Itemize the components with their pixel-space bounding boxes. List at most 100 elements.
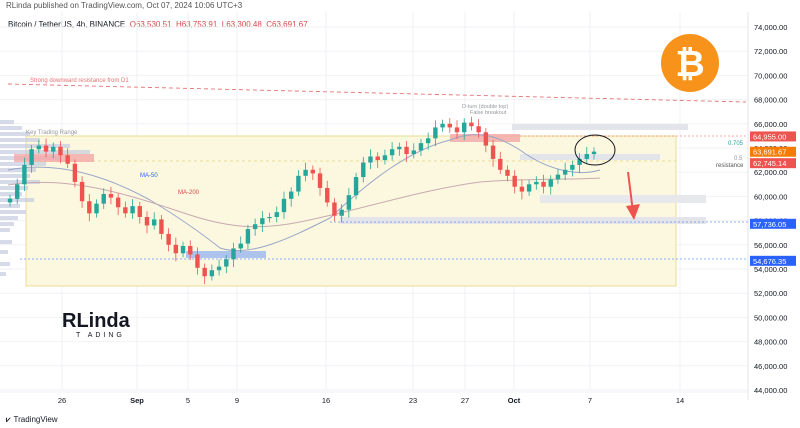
price-label-box [750, 131, 796, 142]
bitcoin-icon: ₿ [661, 34, 719, 92]
price-label-text: 64,955.00 [753, 132, 786, 141]
candle-body [317, 173, 323, 188]
support-zone[interactable] [186, 251, 266, 258]
ohlc-low: L63,300.48 [221, 20, 262, 29]
fib-05-label: 0.5 [734, 156, 743, 162]
candle-body [43, 145, 49, 152]
candle-body [440, 123, 445, 128]
price-tick-label: 72,000.00 [754, 47, 787, 56]
candle-body [433, 127, 438, 139]
price-tick-label: 44,000.00 [754, 386, 787, 395]
candle-body [361, 162, 366, 178]
candle-body [418, 143, 424, 151]
candle-body [159, 219, 164, 234]
bearish-arrow-head [626, 204, 640, 220]
highlight-circle[interactable] [574, 134, 616, 166]
time-axis[interactable]: 26 Sep 5 9 16 23 27 Oct 7 14 [0, 391, 748, 405]
candle-body [144, 216, 150, 226]
rlinda-logo-sub: T ADING [76, 332, 125, 339]
candle-body [577, 158, 582, 165]
ohlc-high: H63,753.91 [175, 20, 218, 29]
candle-body [108, 193, 114, 198]
candle-body [382, 155, 388, 161]
candle-body [397, 146, 402, 150]
candle-body [51, 146, 56, 152]
candle-body [195, 254, 200, 268]
candle-body [274, 212, 279, 217]
candle-body [15, 184, 20, 199]
candle-body [87, 201, 92, 214]
candle-body [534, 181, 539, 185]
candle-body [411, 150, 416, 155]
time-tick-label: 26 [58, 396, 66, 405]
candle-body [296, 175, 301, 192]
rlinda-logo-main: RLinda [62, 310, 131, 332]
price-tick-label: 66,000.00 [754, 120, 787, 129]
tradingview-logo-icon: ⩗ [6, 415, 11, 424]
tradingview-brand: TradingView [13, 415, 58, 424]
candle-body [267, 216, 272, 219]
candle-body [115, 197, 121, 208]
candle-body [332, 202, 337, 216]
candle-body [490, 145, 496, 159]
liquidity-zone-upper [512, 124, 688, 130]
candle-body [58, 146, 63, 156]
candle-body [389, 149, 395, 156]
ma-50-label: MA-50 [140, 173, 158, 179]
time-tick-label: Sep [130, 396, 144, 405]
candle-body [22, 164, 27, 185]
price-tick-label: 62,000.00 [754, 168, 787, 177]
price-tick-label: 54,000.00 [754, 265, 787, 274]
liquidity-zone-bottom [340, 217, 706, 224]
candle-body [375, 156, 380, 161]
candle-body [404, 146, 409, 155]
symbol-name[interactable]: Bitcoin / TetherUS, 4h, BINANCE [8, 20, 126, 29]
candle-body [310, 169, 316, 174]
candle-body [173, 244, 179, 254]
candle-body [483, 132, 489, 146]
strong-resistance-label: Strong downward resistance from D1 [30, 78, 129, 84]
candle-body [368, 156, 373, 163]
candle-body [130, 206, 135, 214]
time-tick-label: 7 [588, 396, 592, 405]
candle-body [353, 177, 359, 196]
price-tick-label: 74,000.00 [754, 23, 787, 32]
candle-body [325, 187, 330, 203]
candle-body [79, 181, 85, 202]
candle-body [238, 243, 243, 249]
candle-body [281, 198, 287, 213]
rlinda-trading-logo: RLinda T ADING [62, 310, 131, 339]
price-label-box [750, 255, 796, 266]
candle-body [591, 151, 597, 155]
resistance-zone-left[interactable] [14, 154, 94, 162]
price-tick-label: 56,000.00 [754, 241, 787, 250]
time-tick-label: Oct [508, 396, 521, 405]
candle-body [151, 219, 157, 226]
price-tick-label: 70,000.00 [754, 71, 787, 80]
footer[interactable]: ⩗ TradingView [6, 415, 58, 425]
candle-body [101, 193, 106, 204]
price-tick-label: 60,000.00 [754, 192, 787, 201]
candle-body [469, 122, 474, 127]
bitcoin-glyph: ₿ [675, 43, 704, 84]
price-tick-label: 46,000.00 [754, 362, 787, 371]
ohlc-open: O63,530.51 [129, 20, 172, 29]
candle-body [252, 224, 258, 230]
candle-body [346, 195, 352, 210]
candle-body [224, 259, 229, 267]
candle-body [303, 169, 308, 176]
candle-body [339, 209, 344, 216]
candle-body [555, 174, 561, 180]
candle-body [29, 149, 34, 165]
time-tick-label: 23 [409, 396, 417, 405]
price-tick-label: 50,000.00 [754, 313, 787, 322]
price-axis[interactable]: 44,000.00 46,000.00 48,000.00 50,000.00 52,0… [747, 12, 787, 400]
candle-body [454, 127, 460, 133]
candle-body [216, 266, 222, 271]
price-labels: 64,955.00 63,691.67 62,745.14 57,736.05 54,6… [750, 131, 796, 266]
candle-body [541, 181, 546, 187]
time-tick-label: 27 [461, 396, 469, 405]
candle-body [447, 123, 453, 128]
candle-body [288, 191, 294, 199]
